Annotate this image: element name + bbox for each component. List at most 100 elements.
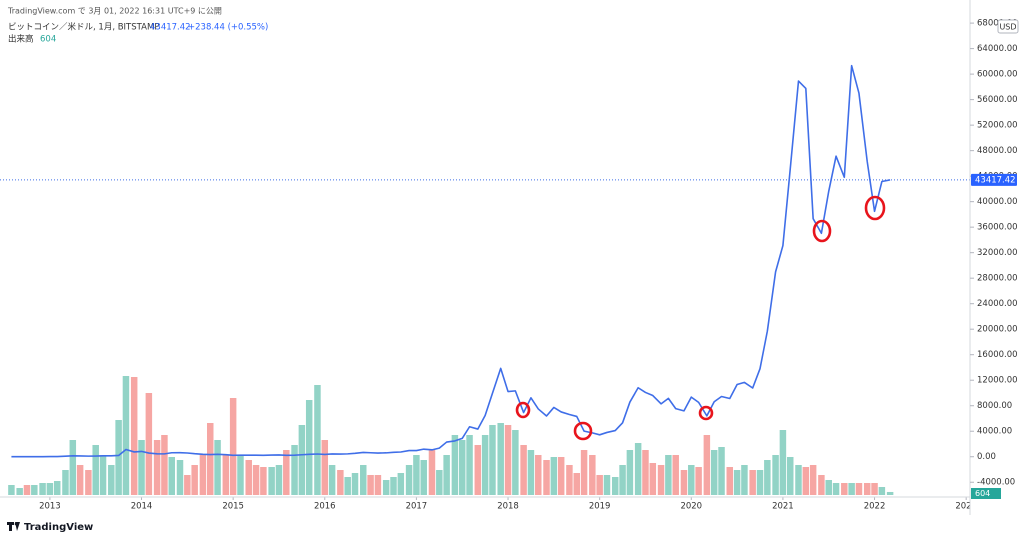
scale-panel bbox=[970, 0, 1024, 515]
volume-bar bbox=[108, 465, 115, 495]
volume-bar bbox=[688, 465, 695, 495]
volume-bar bbox=[557, 457, 565, 495]
last-price-box bbox=[971, 173, 1017, 186]
price-line bbox=[11, 64, 891, 458]
volume-bar bbox=[520, 445, 527, 495]
y-tick-label: -4000.00 bbox=[977, 478, 1015, 488]
volume-bar bbox=[474, 445, 482, 495]
volume-bar bbox=[367, 475, 374, 495]
volume-bar bbox=[405, 465, 413, 495]
volume-bar bbox=[214, 440, 221, 495]
volume-bar bbox=[611, 477, 619, 495]
volume-bar bbox=[619, 465, 626, 495]
price-layer bbox=[0, 64, 970, 458]
published-note: TradingView.com で 3月 01, 2022 16:31 UTC+… bbox=[7, 7, 222, 16]
volume-bar bbox=[489, 425, 496, 495]
volume-bar bbox=[855, 483, 863, 495]
volume-bar bbox=[199, 455, 207, 495]
volume-bar bbox=[566, 465, 573, 495]
volume-bar bbox=[413, 455, 420, 495]
volume-bar bbox=[360, 465, 367, 495]
overlays: USD TradingView.com で 3月 01, 2022 16:31 … bbox=[7, 7, 1019, 533]
volume-bar bbox=[99, 455, 107, 495]
volume-bar bbox=[8, 485, 15, 495]
volume-bar bbox=[680, 470, 688, 495]
y-tick-label: 60000.00 bbox=[977, 70, 1018, 80]
volume-bar bbox=[397, 473, 405, 495]
y-tick-label: 28000.00 bbox=[977, 274, 1018, 284]
volume-bar bbox=[710, 450, 718, 495]
volume-bar bbox=[328, 465, 336, 495]
volume-bar bbox=[260, 467, 267, 495]
volume-bar bbox=[634, 443, 642, 495]
volume-bar bbox=[229, 398, 237, 495]
volume-bar bbox=[733, 470, 741, 495]
volume-bar bbox=[428, 450, 436, 495]
volume-bar bbox=[23, 485, 31, 495]
y-tick-label: 0.00 bbox=[977, 452, 996, 462]
y-tick-label: 40000.00 bbox=[977, 197, 1018, 207]
volume-bar bbox=[206, 423, 214, 495]
volume-bar bbox=[703, 435, 711, 495]
volume-bar bbox=[245, 460, 252, 495]
volume-bar bbox=[420, 460, 427, 495]
volume-bar bbox=[809, 465, 817, 495]
y-tick-label: 32000.00 bbox=[977, 248, 1018, 258]
x-axis: 2013 2014 2015 2016 2017 2018 2019 2020 2021 2022… bbox=[39, 497, 977, 512]
volume-bar bbox=[321, 440, 329, 495]
volume-bar bbox=[31, 485, 38, 495]
volume-bar bbox=[283, 450, 290, 495]
volume-bar bbox=[779, 430, 787, 495]
volume-bar bbox=[168, 457, 176, 495]
volume-bar bbox=[458, 440, 466, 495]
y-tick-label: 4000.00 bbox=[977, 427, 1012, 437]
volume-bar bbox=[573, 473, 580, 495]
volume-bar bbox=[871, 483, 878, 495]
volume-bar bbox=[291, 445, 298, 495]
volume-bar bbox=[657, 465, 665, 495]
volume-bar bbox=[344, 477, 351, 495]
volume-bar bbox=[314, 385, 321, 495]
volume-bar bbox=[825, 480, 832, 495]
volume-label: 604 bbox=[975, 489, 990, 498]
y-tick-label: 8000.00 bbox=[977, 401, 1012, 411]
volume-bar bbox=[275, 465, 283, 495]
x-tick-label: 2017 bbox=[406, 502, 428, 512]
volume-bar bbox=[436, 470, 443, 495]
volume-bar bbox=[153, 440, 161, 495]
volume-bar bbox=[443, 455, 450, 495]
y-tick-label: 48000.00 bbox=[977, 146, 1018, 156]
annotations bbox=[515, 195, 886, 441]
annotation-circle bbox=[515, 401, 531, 419]
volume-bar bbox=[252, 465, 260, 495]
annotation-circle bbox=[573, 421, 593, 441]
currency: USD bbox=[999, 23, 1016, 32]
x-tick-label: 2015 bbox=[222, 502, 244, 512]
volume-bar bbox=[672, 455, 679, 495]
volume-bar bbox=[382, 480, 390, 495]
volume-bar bbox=[130, 377, 138, 495]
volume-bar bbox=[596, 475, 603, 495]
volume-bar bbox=[497, 423, 504, 495]
y-tick-label: 12000.00 bbox=[977, 376, 1018, 386]
volume-bar bbox=[772, 455, 779, 495]
volume-bar bbox=[92, 445, 99, 495]
x-tick-label: 2021 bbox=[772, 502, 794, 512]
y-tick-label: 64000.00 bbox=[977, 44, 1018, 54]
volume-bar bbox=[603, 475, 611, 495]
volume-bar bbox=[580, 450, 588, 495]
logo-icon bbox=[14, 522, 18, 526]
logo-text: TradingView bbox=[24, 522, 93, 533]
volume-bar bbox=[718, 447, 725, 495]
volume-bar bbox=[268, 467, 275, 495]
logo: TradingView bbox=[7, 522, 93, 533]
volume-bar bbox=[626, 450, 634, 495]
volume-bar bbox=[69, 440, 77, 495]
volume-bar bbox=[504, 425, 512, 495]
x-tick-label: 2018 bbox=[497, 502, 519, 512]
volume-bar bbox=[841, 483, 848, 495]
volume-bar bbox=[298, 425, 306, 495]
y-tick-label: 20000.00 bbox=[977, 325, 1018, 335]
volume-bar bbox=[53, 481, 61, 495]
